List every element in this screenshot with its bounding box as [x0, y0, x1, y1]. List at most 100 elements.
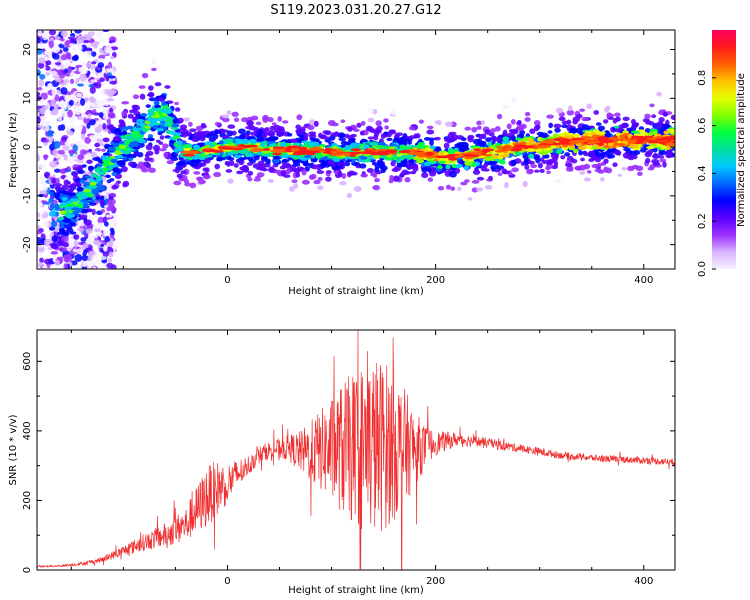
spectrogram-cell	[40, 178, 47, 186]
spectrogram-cell	[245, 130, 251, 135]
spectrogram-cell	[59, 168, 67, 174]
spectrogram-cell	[193, 171, 201, 175]
spectrogram-cell	[346, 192, 353, 199]
spectrogram-cell	[177, 117, 184, 124]
spectrogram-cell	[214, 152, 221, 156]
spectrogram-cell	[102, 167, 109, 173]
colorbar-tick-label: 0.6	[697, 118, 708, 134]
spectrogram-cell	[93, 228, 101, 233]
spectrogram-cell	[92, 112, 101, 116]
spectrogram-cell	[423, 161, 431, 167]
spectrogram-cell	[183, 179, 190, 184]
spectrogram-cell	[161, 143, 169, 149]
spectrogram-cell	[48, 30, 57, 36]
spectrogram-cell	[93, 239, 100, 245]
spectrogram-cell	[91, 51, 97, 57]
spectrogram-cell	[324, 148, 331, 152]
spectrogram-cell	[43, 139, 50, 143]
spectrogram-cell	[360, 120, 366, 126]
spectrogram-cell	[189, 182, 197, 189]
spectrogram-cell	[100, 255, 107, 261]
spectrogram-cell	[535, 124, 541, 130]
spectrogram-cell	[429, 145, 437, 150]
spectrogram-cell	[68, 43, 76, 47]
spectrogram-cell	[359, 163, 367, 169]
spectrogram-cell	[272, 146, 282, 150]
spectrogram-cell	[496, 165, 505, 170]
spectrogram-cell	[343, 146, 351, 151]
spectrogram-cell	[48, 226, 56, 231]
spectrogram-cell	[621, 167, 627, 171]
spectrogram-cell	[49, 70, 58, 76]
spectrogram-cell	[163, 151, 169, 159]
snr-y-tick-label: 200	[22, 491, 33, 510]
spectrogram-cell	[227, 178, 234, 184]
spectrogram-cell	[597, 138, 610, 142]
spectrogram-cell	[202, 174, 211, 180]
spectrogram-cell	[75, 77, 81, 82]
spectrogram-cell	[408, 126, 416, 131]
spectrogram-cell	[205, 134, 213, 139]
spectrogram-cell	[450, 186, 456, 191]
spectrogram-cell	[151, 59, 157, 66]
colorbar: 0.0 0.2 0.4 0.6 0.8 Normalized spectral ampl…	[697, 30, 747, 277]
spectrogram-cell	[629, 140, 637, 144]
spectrogram-cell	[61, 136, 68, 141]
spectrogram-cell	[125, 125, 134, 130]
spectrogram-cell	[473, 148, 482, 152]
spectrogram-cell	[490, 136, 498, 141]
spectrogram-cell	[67, 156, 75, 163]
spectrogram-cell	[515, 137, 522, 141]
spectrogram-cell	[415, 151, 426, 155]
spectrogram-cell	[524, 117, 531, 122]
spectrogram-cell	[107, 199, 113, 206]
spectrogram-cell	[37, 62, 45, 69]
spectrogram-cell	[653, 152, 658, 158]
spectrogram-cell	[416, 159, 425, 164]
spectrogram-cell	[656, 91, 662, 97]
spectrogram-cell	[121, 110, 128, 117]
spectrogram-cell	[111, 171, 118, 177]
spectrogram-cell	[62, 145, 70, 151]
spectrogram-cell	[174, 132, 182, 136]
spectrogram-cell	[79, 178, 86, 184]
spectrogram-cell	[214, 121, 220, 126]
spectrogram-cell	[104, 221, 109, 227]
spectrogram-cell	[370, 171, 377, 177]
spectrogram-cell	[426, 129, 435, 135]
spectrogram-cell	[151, 115, 161, 119]
spectrogram-cell	[106, 98, 115, 102]
spectrogram-cell	[291, 179, 298, 183]
spectrogram-cell	[408, 148, 416, 152]
spectrogram-cell	[66, 130, 74, 136]
spectrogram-cell	[37, 86, 43, 91]
spectrogram-cell	[121, 156, 128, 160]
spectrogram-cell	[91, 61, 97, 65]
spectrogram-cell	[108, 89, 117, 94]
spectrogram-cell	[616, 150, 622, 156]
spectrogram-cell	[54, 203, 59, 209]
spectrogram-cell	[603, 158, 609, 164]
spectrogram-cell	[430, 169, 438, 174]
spectrogram-cell	[391, 109, 396, 116]
spectrogram-cell	[227, 124, 236, 129]
spectrogram-cell	[303, 133, 309, 138]
spectrogram-cell	[501, 168, 508, 175]
spectrogram-cell	[45, 124, 50, 132]
spectrogram-cell	[89, 178, 95, 183]
spectrogram-cell	[295, 124, 302, 130]
spectrogram-cell	[317, 185, 324, 191]
spectrogram-cell	[159, 135, 165, 140]
spectrogram-cell	[446, 138, 452, 144]
spectrogram-cell	[670, 114, 675, 120]
spectrogram-cell	[310, 141, 318, 146]
spectrogram-cell	[642, 118, 650, 123]
spectrogram-cell	[225, 169, 233, 173]
spectrogram-cell	[348, 170, 355, 176]
spectrogram-cell	[268, 166, 275, 173]
spectrogram-cell	[527, 138, 534, 143]
spectrogram-cell	[580, 157, 585, 162]
spectrogram-cell	[567, 105, 573, 112]
spectrogram-cell	[173, 180, 182, 186]
spectrogram-cell	[612, 142, 626, 146]
